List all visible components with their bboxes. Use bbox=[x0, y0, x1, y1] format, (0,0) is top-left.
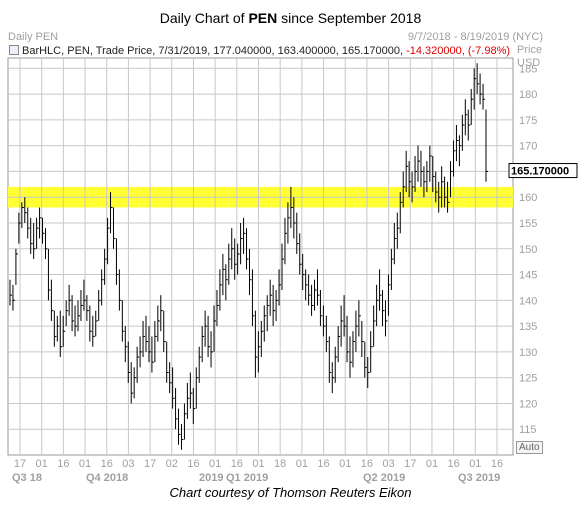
auto-scale-button[interactable]: Auto bbox=[516, 441, 543, 454]
x-tick-label: 01 bbox=[426, 458, 438, 470]
period-label: Q2 2019 bbox=[363, 472, 405, 484]
x-tick-label: 16 bbox=[491, 458, 503, 470]
y-tick-label: 170 bbox=[519, 141, 537, 153]
x-tick-label: 01 bbox=[36, 458, 48, 470]
y-tick-label: 150 bbox=[519, 244, 537, 256]
legend-swatch-icon bbox=[9, 45, 19, 55]
y-tick-label: 115 bbox=[519, 424, 537, 436]
x-tick-label: 01 bbox=[79, 458, 91, 470]
legend-text: BarHLC, PEN, Trade Price, 7/31/2019, 177… bbox=[22, 45, 403, 57]
price-axis-label: Price bbox=[517, 44, 543, 56]
y-tick-label: 160 bbox=[519, 192, 537, 204]
x-tick-label: 16 bbox=[101, 458, 113, 470]
period-label: 2019 bbox=[199, 472, 223, 484]
period-label: Q3 18 bbox=[12, 472, 42, 484]
plot-area bbox=[7, 57, 514, 456]
x-tick-label: 01 bbox=[469, 458, 481, 470]
x-tick-label: 02 bbox=[166, 458, 178, 470]
y-tick-label: 180 bbox=[519, 89, 537, 101]
last-price-box bbox=[508, 163, 578, 179]
x-tick-label: 17 bbox=[404, 458, 416, 470]
y-tick-label: 135 bbox=[519, 321, 537, 333]
chart-caption: Chart courtesy of Thomson Reuters Eikon bbox=[169, 485, 412, 500]
y-tick-label: 130 bbox=[519, 347, 537, 359]
y-tick-label: 155 bbox=[519, 218, 537, 230]
panel-label: Daily PEN bbox=[8, 31, 59, 43]
y-tick-label: 125 bbox=[519, 373, 537, 385]
period-label: Q3 2019 bbox=[458, 472, 500, 484]
x-tick-label: 18 bbox=[274, 458, 286, 470]
x-tick-label: 01 bbox=[296, 458, 308, 470]
period-label: Q1 2019 bbox=[226, 472, 268, 484]
series-legend[interactable]: BarHLC, PEN, Trade Price, 7/31/2019, 177… bbox=[9, 45, 510, 57]
x-tick-label: 16 bbox=[361, 458, 373, 470]
x-tick-label: 16 bbox=[187, 458, 199, 470]
x-tick-label: 17 bbox=[14, 458, 26, 470]
x-tick-label: 01 bbox=[209, 458, 221, 470]
x-tick-label: 16 bbox=[57, 458, 69, 470]
price-axis-header: Price USD bbox=[517, 44, 542, 70]
y-tick-label: 185 bbox=[519, 63, 537, 75]
period-label: Q4 2018 bbox=[86, 472, 128, 484]
x-tick-label: 16 bbox=[231, 458, 243, 470]
x-tick-label: 03 bbox=[122, 458, 134, 470]
currency-label: USD bbox=[517, 57, 541, 69]
x-tick-label: 01 bbox=[252, 458, 264, 470]
chart-title: Daily Chart of PEN since September 2018 bbox=[159, 10, 422, 26]
y-tick-label: 140 bbox=[519, 295, 537, 307]
x-tick-label: 17 bbox=[144, 458, 156, 470]
y-tick-label: 145 bbox=[519, 270, 537, 282]
x-tick-label: 16 bbox=[317, 458, 329, 470]
y-tick-label: 120 bbox=[519, 398, 537, 410]
y-tick-label: 175 bbox=[519, 115, 537, 127]
x-tick-label: 03 bbox=[382, 458, 394, 470]
last-price-label: 165.170000 bbox=[511, 166, 569, 178]
legend-change: -14.320000, (-7.98%) bbox=[406, 45, 511, 57]
x-tick-label: 16 bbox=[448, 458, 460, 470]
x-tick-label: 01 bbox=[339, 458, 351, 470]
date-range: 9/7/2018 - 8/19/2019 (NYC) bbox=[407, 31, 543, 43]
